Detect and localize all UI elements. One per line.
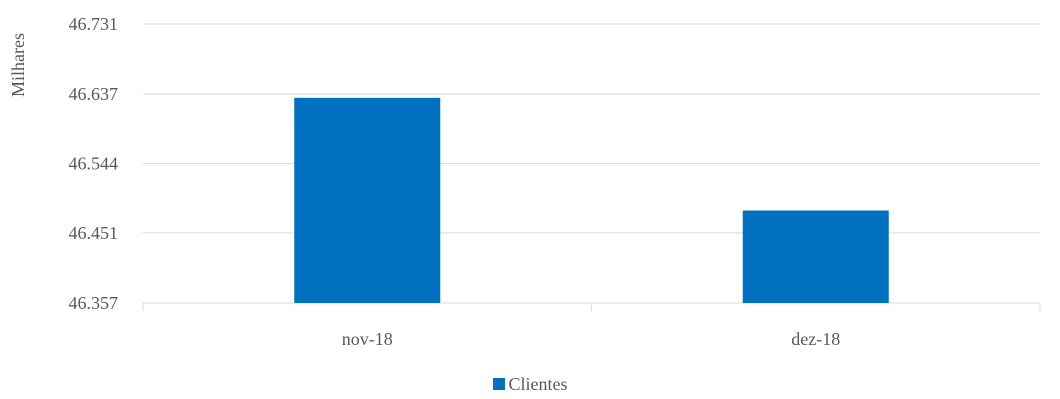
legend: Clientes [0, 374, 1060, 395]
y-tick-label: 46.357 [69, 293, 119, 313]
y-axis-ticks: 46.731 46.637 46.544 46.451 46.357 [69, 14, 119, 313]
y-tick-label: 46.451 [69, 223, 119, 243]
legend-swatch-clientes [492, 378, 505, 390]
y-tick-label: 46.731 [69, 14, 119, 34]
x-tick-label: dez-18 [791, 329, 840, 349]
y-tick-label: 46.544 [69, 154, 119, 174]
x-axis: nov-18 dez-18 [142, 303, 1041, 349]
bar-dez-18 [742, 210, 889, 303]
x-tick-label: nov-18 [342, 329, 393, 349]
bars [294, 97, 889, 304]
bar-chart: Milhares 46.73146.63746.54446.45146.357 … [8, 14, 1041, 349]
bar-nov-18 [294, 97, 441, 304]
legend-label-clientes: Clientes [508, 374, 568, 394]
gridlines [143, 23, 1040, 304]
y-tick-label: 46.637 [69, 84, 119, 104]
y-axis-title: Milhares [8, 33, 28, 97]
